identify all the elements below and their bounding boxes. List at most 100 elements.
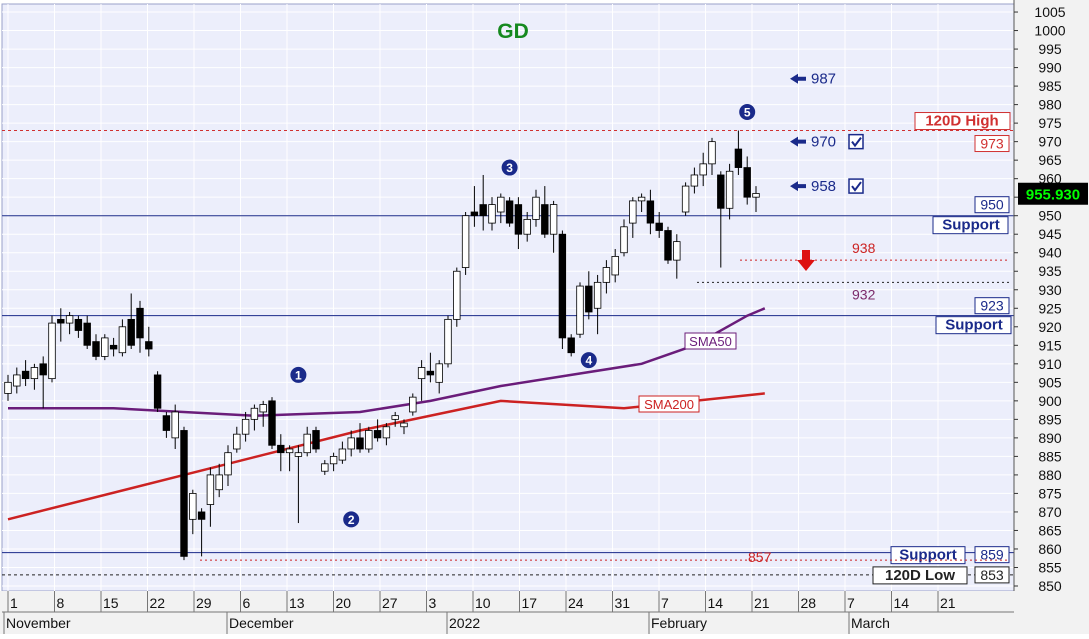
candle-body — [435, 363, 443, 383]
x-tick-label: 20 — [336, 595, 352, 611]
y-axis-panel — [1014, 0, 1089, 634]
candle-body — [655, 222, 663, 231]
candle-body — [30, 367, 39, 380]
level-name-box — [890, 546, 966, 565]
y-tick-label: 860 — [1038, 541, 1062, 557]
wave-label: 2 — [348, 513, 355, 527]
candle-body — [444, 318, 452, 365]
target-arrow — [790, 136, 806, 147]
x-tick-label: 27 — [382, 595, 398, 611]
x-tick-label: 7 — [661, 595, 669, 611]
y-tick-label: 930 — [1038, 282, 1062, 298]
wave-label: 1 — [295, 368, 302, 382]
candle-body — [259, 404, 267, 413]
candle-body — [532, 196, 540, 220]
y-tick-label: 895 — [1038, 411, 1062, 427]
x-tick-label: 24 — [568, 595, 584, 611]
level-note: 932 — [852, 286, 876, 302]
level-name: Support — [899, 547, 957, 564]
y-tick-label: 985 — [1038, 78, 1062, 94]
candle-body — [312, 430, 320, 450]
y-tick-label: 940 — [1038, 245, 1062, 261]
candle-body — [717, 174, 725, 209]
y-tick-label: 945 — [1038, 226, 1062, 242]
y-tick-label: 965 — [1038, 152, 1062, 168]
candle-body — [101, 337, 109, 357]
reference-lines: 120D High 973 Support 950 Support 923 Support 8… — [2, 112, 1014, 585]
level-name: Support — [945, 317, 1003, 334]
x-tick-label: 28 — [801, 595, 817, 611]
level-value: 859 — [980, 547, 1004, 563]
y-tick-label: 890 — [1038, 430, 1062, 446]
y-tick-label: 1000 — [1034, 23, 1065, 39]
y-tick-label: 975 — [1038, 115, 1062, 131]
level-value: 853 — [980, 567, 1004, 583]
target-label: 970 — [811, 134, 836, 151]
current-price-box — [1018, 182, 1088, 205]
candle-body — [206, 474, 215, 505]
checkmark-icon — [851, 137, 862, 148]
x-tick-label: 14 — [708, 595, 724, 611]
sma-label: SMA200 — [644, 397, 694, 412]
month-label: March — [851, 615, 890, 631]
candle-body — [620, 226, 628, 254]
moving-averages: SMA50 SMA200 — [7, 307, 766, 521]
candle-body — [734, 148, 743, 168]
candle-body — [338, 448, 347, 461]
candle-body — [74, 318, 83, 331]
sma-label: SMA50 — [689, 334, 732, 349]
x-tick-label: 1 — [10, 595, 18, 611]
level-name-box — [914, 112, 1011, 131]
candle-body — [57, 318, 65, 324]
x-tick-label: 31 — [615, 595, 631, 611]
level-value-box — [974, 135, 1010, 153]
checkbox-icon — [848, 178, 864, 194]
candle-body — [382, 426, 391, 439]
candle-body — [118, 326, 127, 354]
candle-body — [329, 455, 338, 465]
x-tick-label: 15 — [103, 595, 119, 611]
x-tick-label: 14 — [894, 595, 910, 611]
x-tick-label: 21 — [940, 595, 956, 611]
level-note: 938 — [852, 240, 876, 256]
x-tick-label: 7 — [847, 595, 855, 611]
y-tick-label: 905 — [1038, 374, 1062, 390]
y-tick-label: 995 — [1038, 41, 1062, 57]
y-tick-label: 925 — [1038, 300, 1062, 316]
wave-marker — [501, 159, 518, 176]
sma-label-box — [684, 332, 737, 350]
wave-marker — [739, 104, 756, 121]
candle-body — [549, 204, 558, 235]
level-name-box — [932, 216, 1009, 235]
candle-body — [479, 204, 487, 217]
x-tick-label: 29 — [196, 595, 212, 611]
candle-body — [699, 163, 707, 176]
candle-body — [153, 374, 162, 409]
candle-body — [690, 174, 699, 187]
candle-body — [197, 511, 206, 520]
candle-body — [224, 452, 232, 476]
candle-body — [681, 185, 690, 213]
candle-body — [215, 474, 223, 491]
candle-body — [602, 267, 611, 283]
candle-body — [673, 241, 681, 261]
chart-title: GD — [497, 20, 529, 43]
x-tick-label: 22 — [150, 595, 166, 611]
candle-body — [409, 396, 417, 413]
candle-body — [391, 415, 399, 420]
candle-body — [514, 204, 523, 235]
level-value-box — [974, 566, 1010, 584]
y-tick-label: 870 — [1038, 504, 1062, 520]
candle-body — [180, 430, 188, 557]
y-tick-label: 855 — [1038, 559, 1062, 575]
candle-body — [13, 374, 21, 387]
month-label: December — [229, 615, 294, 631]
candle-body — [21, 370, 30, 380]
y-tick-label: 920 — [1038, 319, 1062, 335]
candle-body — [39, 363, 47, 376]
target-label: 958 — [811, 178, 836, 195]
candle-body — [488, 204, 496, 224]
